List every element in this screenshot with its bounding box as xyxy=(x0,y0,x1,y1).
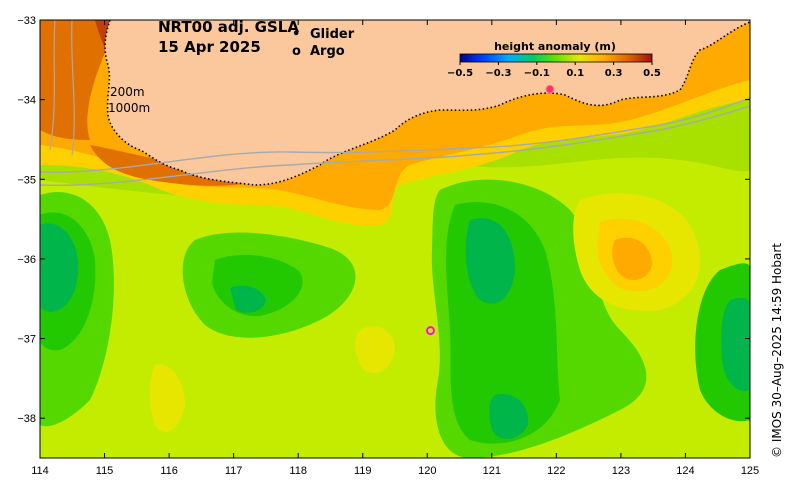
argo-float-marker[interactable] xyxy=(426,326,435,335)
observation-markers xyxy=(426,84,555,335)
y-tick-label: −33 xyxy=(17,15,36,27)
y-tick-label: −36 xyxy=(17,254,36,266)
ocean-anomaly-119 xyxy=(355,326,395,374)
y-tick-label: −34 xyxy=(17,95,36,107)
argo-legend-marker: o xyxy=(292,44,301,59)
isobath-west-b xyxy=(71,20,75,156)
colorbar xyxy=(459,53,653,63)
ocean-eddy-121-core-north xyxy=(465,218,515,304)
ocean-anomaly-116 xyxy=(149,364,185,433)
x-tick-label: 119 xyxy=(354,465,372,477)
colorbar-tick-label: −0.1 xyxy=(524,68,550,79)
isobath-200m-label: 200m xyxy=(110,85,145,99)
x-axis: 114 115 116 117 118 119 120 121 122 123 124 125 xyxy=(31,20,759,477)
glider-legend-label: Glider xyxy=(310,27,355,42)
glider-legend-marker: • xyxy=(292,27,300,42)
isobath-200m xyxy=(40,97,750,173)
isobath-west-a xyxy=(49,20,56,151)
credit-text: © IMOS 30–Aug–2025 14:59 Hobart xyxy=(770,243,784,458)
x-tick-label: 115 xyxy=(96,465,114,477)
x-tick-label: 123 xyxy=(612,465,630,477)
ocean-eddy-east-core xyxy=(721,297,750,392)
colorbar-tick-label: −0.3 xyxy=(485,68,511,79)
y-tick-label: −38 xyxy=(17,413,36,425)
map-date: 15 Apr 2025 xyxy=(158,38,261,56)
x-tick-label: 124 xyxy=(676,465,694,477)
ocean-eddy-117-core xyxy=(230,285,266,313)
colorbar-title: height anomaly (m) xyxy=(494,40,616,53)
colorbar-ticks: −0.5 −0.3 −0.1 0.1 0.3 0.5 xyxy=(447,62,661,79)
product-title: NRT00 adj. GSLA xyxy=(158,18,299,36)
isobath-1000m xyxy=(40,105,750,187)
x-tick-label: 117 xyxy=(225,465,243,477)
x-tick-label: 116 xyxy=(160,465,178,477)
x-tick-label: 114 xyxy=(31,465,49,477)
x-tick-label: 125 xyxy=(741,465,759,477)
y-tick-label: −35 xyxy=(17,174,36,186)
colorbar-tick-label: 0.1 xyxy=(566,68,584,79)
colorbar-tick-label: 0.3 xyxy=(605,68,623,79)
x-tick-label: 118 xyxy=(289,465,307,477)
colorbar-tick-label: 0.5 xyxy=(643,68,661,79)
isobath-1000m-label: 1000m xyxy=(108,101,150,115)
y-tick-label: −37 xyxy=(17,334,36,346)
y-axis: −33 −34 −35 −36 −37 −38 xyxy=(17,15,750,425)
glider-marker[interactable] xyxy=(545,84,555,94)
x-tick-label: 122 xyxy=(547,465,565,477)
colorbar-tick-label: −0.5 xyxy=(447,68,473,79)
ocean-eddy-121-core-south xyxy=(489,394,529,440)
argo-legend-label: Argo xyxy=(310,44,345,59)
ocean-eddy-west-core xyxy=(40,223,79,312)
map-plot-area xyxy=(40,20,750,458)
x-tick-label: 120 xyxy=(418,465,436,477)
x-tick-label: 121 xyxy=(483,465,501,477)
map-frame xyxy=(39,19,751,459)
ocean-anomaly-123-core xyxy=(612,237,652,281)
